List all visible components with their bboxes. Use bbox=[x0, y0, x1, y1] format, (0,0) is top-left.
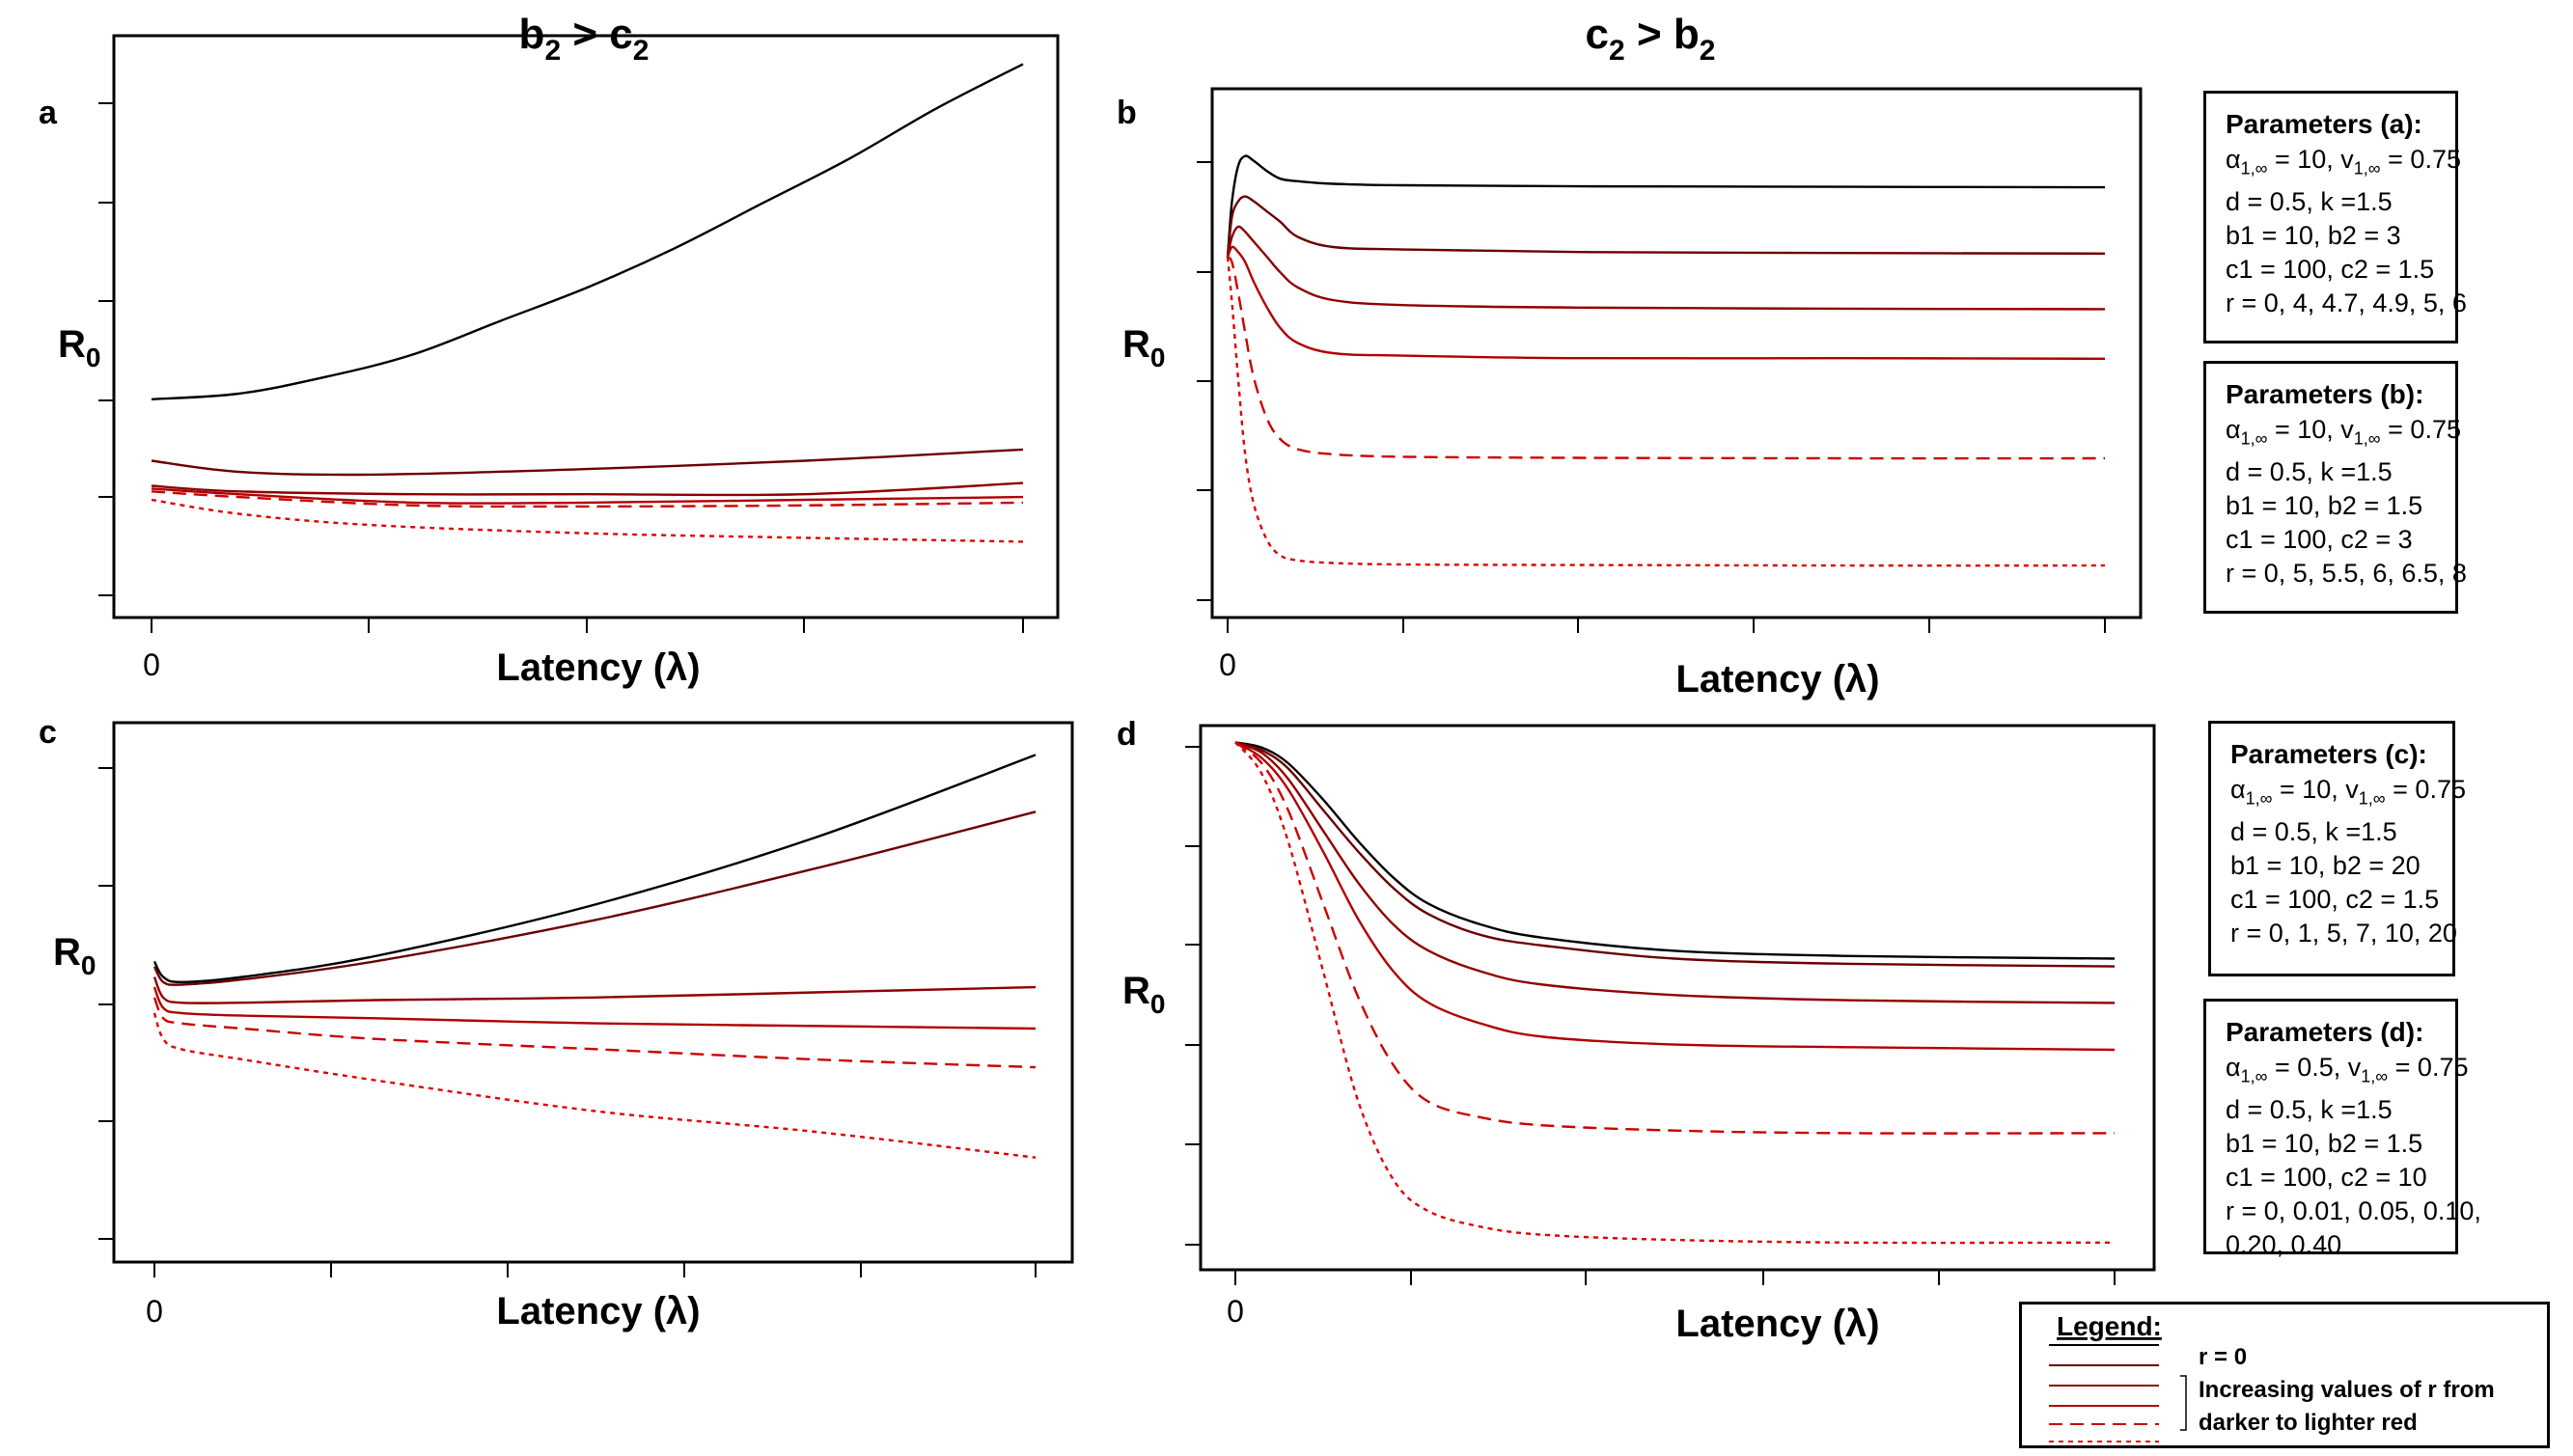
parameter-line: c1 = 100, c2 = 1.5 bbox=[2226, 255, 2435, 285]
parameter-line: c1 = 100, c2 = 3 bbox=[2226, 525, 2413, 555]
parameter-box-c: Parameters (c): α1,∞ = 10, v1,∞ = 0.75 d =… bbox=[2208, 721, 2466, 976]
parameter-alpha-v-line: α1,∞ = 0.5, v1,∞ = 0.75 bbox=[2226, 1053, 2469, 1086]
series-line-c-4 bbox=[152, 997, 1037, 1069]
series-line-a-0 bbox=[151, 63, 1024, 400]
series-line-d-0 bbox=[1234, 741, 2116, 960]
parameter-line: r = 0, 4, 4.7, 4.9, 5, 6 bbox=[2226, 288, 2467, 318]
plot-frame bbox=[1210, 87, 2143, 619]
parameter-line: d = 0.5, k =1.5 bbox=[2230, 817, 2397, 847]
series-line-c-0 bbox=[152, 754, 1037, 984]
parameter-box-d: Parameters (d): α1,∞ = 0.5, v1,∞ = 0.75 d … bbox=[2203, 999, 2481, 1259]
x-tick-label: 0 bbox=[1227, 1294, 1244, 1329]
y-axis-label: R0 bbox=[1122, 970, 1165, 1019]
parameter-alpha-v-line: α1,∞ = 10, v1,∞ = 0.75 bbox=[2226, 415, 2461, 449]
panel-d: d R0 0 Latency (λ) bbox=[1117, 716, 2156, 1345]
column-title-right: c2 > b2 bbox=[1586, 11, 1716, 67]
series-line-a-1 bbox=[151, 448, 1024, 477]
panel-b: b R0 0 Latency (λ) bbox=[1117, 87, 2143, 701]
panel-letter: d bbox=[1117, 716, 1137, 753]
parameter-line: c1 = 100, c2 = 1.5 bbox=[2230, 885, 2440, 915]
series-line-d-3 bbox=[1234, 741, 2116, 1052]
legend-graphic: Legend: r = 0 Increasing values of r fro… bbox=[2049, 1311, 2495, 1442]
column-title-left: b2 > c2 bbox=[519, 11, 650, 67]
series-line-a-2 bbox=[151, 481, 1024, 497]
panel-letter: c bbox=[39, 714, 57, 751]
legend-increasing-label-2: darker to lighter red bbox=[2199, 1410, 2418, 1436]
parameter-line: r = 0, 0.01, 0.05, 0.10, bbox=[2226, 1196, 2481, 1226]
parameter-box-title: Parameters (a): bbox=[2226, 109, 2422, 139]
legend-title: Legend: bbox=[2057, 1311, 2162, 1341]
parameter-box-title: Parameters (c): bbox=[2230, 739, 2427, 769]
parameter-line: c1 = 100, c2 = 10 bbox=[2226, 1163, 2427, 1193]
panel-letter: a bbox=[39, 95, 58, 131]
series-line-a-4 bbox=[151, 490, 1024, 508]
panel-a: a R0 0 Latency (λ) bbox=[39, 34, 1060, 689]
legend-bracket bbox=[2180, 1375, 2187, 1431]
parameter-alpha-v-line: α1,∞ = 10, v1,∞ = 0.75 bbox=[2226, 145, 2461, 179]
parameter-line: b1 = 10, b2 = 3 bbox=[2226, 221, 2401, 251]
series-line-c-3 bbox=[152, 986, 1037, 1030]
series-line-d-1 bbox=[1234, 741, 2116, 968]
series-line-a-5 bbox=[151, 498, 1024, 543]
series-line-b-2 bbox=[1226, 225, 2106, 311]
series-line-d-4 bbox=[1234, 741, 2116, 1135]
parameter-alpha-v-line: α1,∞ = 10, v1,∞ = 0.75 bbox=[2230, 775, 2466, 809]
legend: Legend: r = 0 Increasing values of r fro… bbox=[2019, 1302, 2550, 1448]
series-line-c-2 bbox=[152, 976, 1037, 1004]
parameter-line: b1 = 10, b2 = 1.5 bbox=[2226, 1129, 2423, 1159]
legend-increasing-label-1: Increasing values of r from bbox=[2199, 1377, 2495, 1403]
series-line-b-3 bbox=[1226, 245, 2106, 360]
y-axis-label: R0 bbox=[58, 323, 100, 372]
plot-frame bbox=[112, 34, 1060, 619]
x-tick-label: 0 bbox=[1219, 647, 1236, 682]
x-axis-label: Latency (λ) bbox=[496, 646, 700, 689]
series-line-b-1 bbox=[1226, 195, 2106, 258]
parameter-line: d = 0.5, k =1.5 bbox=[2226, 187, 2393, 217]
parameter-line: d = 0.5, k =1.5 bbox=[2226, 1095, 2393, 1125]
x-tick-label: 0 bbox=[146, 1294, 163, 1329]
x-axis-label: Latency (λ) bbox=[1675, 658, 1879, 701]
parameter-box-a: Parameters (a): α1,∞ = 10, v1,∞ = 0.75 d =… bbox=[2203, 91, 2467, 343]
panel-letter: b bbox=[1117, 95, 1137, 131]
y-axis-label: R0 bbox=[1122, 323, 1165, 372]
parameter-line: r = 0, 1, 5, 7, 10, 20 bbox=[2230, 919, 2457, 948]
parameter-line: d = 0.5, k =1.5 bbox=[2226, 457, 2393, 487]
parameter-line: b1 = 10, b2 = 20 bbox=[2230, 851, 2421, 881]
x-axis-label: Latency (λ) bbox=[496, 1290, 700, 1332]
series-line-d-2 bbox=[1234, 741, 2116, 1004]
x-tick-label: 0 bbox=[143, 647, 160, 682]
parameter-line: b1 = 10, b2 = 1.5 bbox=[2226, 491, 2423, 521]
series-line-b-4 bbox=[1227, 256, 2106, 460]
series-line-a-3 bbox=[151, 487, 1024, 505]
parameter-line: 0.20, 0.40 bbox=[2226, 1230, 2342, 1260]
series-line-c-5 bbox=[152, 1012, 1037, 1159]
series-line-b-0 bbox=[1226, 154, 2106, 258]
parameter-box-b: Parameters (b): α1,∞ = 10, v1,∞ = 0.75 d =… bbox=[2203, 361, 2467, 614]
x-axis-label: Latency (λ) bbox=[1675, 1303, 1879, 1345]
series-line-d-5 bbox=[1234, 741, 2116, 1245]
plot-frame bbox=[1199, 724, 2156, 1272]
y-axis-label: R0 bbox=[53, 931, 96, 980]
parameter-box-title: Parameters (b): bbox=[2226, 379, 2424, 409]
parameter-line: r = 0, 5, 5.5, 6, 6.5, 8 bbox=[2226, 559, 2467, 589]
panel-c: c R0 0 Latency (λ) bbox=[39, 714, 1074, 1332]
legend-r0-label: r = 0 bbox=[2199, 1344, 2247, 1370]
plot-frame bbox=[112, 721, 1074, 1264]
series-line-c-1 bbox=[152, 810, 1037, 986]
parameter-box-title: Parameters (d): bbox=[2226, 1017, 2424, 1047]
